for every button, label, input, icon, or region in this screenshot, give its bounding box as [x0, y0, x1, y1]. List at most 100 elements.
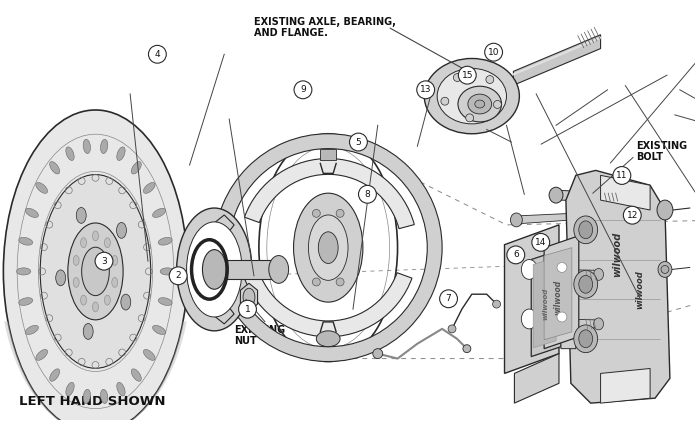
Text: 7: 7 [446, 294, 452, 303]
Circle shape [557, 312, 567, 322]
Circle shape [463, 345, 471, 353]
Text: EXISTING AXLE, BEARING,: EXISTING AXLE, BEARING, [254, 17, 396, 27]
Circle shape [239, 300, 256, 318]
Ellipse shape [293, 193, 363, 302]
Ellipse shape [424, 59, 519, 134]
Ellipse shape [40, 175, 150, 368]
Text: 6: 6 [513, 250, 519, 260]
Wedge shape [244, 159, 414, 229]
Ellipse shape [117, 382, 125, 396]
Circle shape [624, 206, 641, 224]
Polygon shape [505, 225, 559, 373]
Ellipse shape [158, 238, 172, 245]
Ellipse shape [25, 208, 38, 217]
Ellipse shape [657, 200, 673, 220]
Text: BOLT: BOLT [636, 151, 663, 162]
Circle shape [358, 185, 377, 203]
Text: 13: 13 [420, 85, 431, 94]
Polygon shape [240, 283, 258, 311]
Circle shape [312, 209, 321, 217]
Circle shape [507, 246, 525, 264]
Circle shape [466, 114, 474, 122]
Ellipse shape [594, 268, 603, 280]
Polygon shape [199, 215, 234, 245]
Circle shape [148, 45, 167, 63]
Ellipse shape [83, 139, 90, 154]
Ellipse shape [83, 390, 90, 403]
Ellipse shape [658, 262, 672, 277]
Text: wilwood: wilwood [554, 279, 563, 315]
Wedge shape [242, 267, 412, 337]
Ellipse shape [132, 162, 141, 174]
Ellipse shape [153, 208, 166, 217]
Polygon shape [561, 314, 576, 349]
Ellipse shape [74, 255, 79, 265]
Circle shape [493, 300, 500, 308]
Ellipse shape [144, 182, 155, 193]
Ellipse shape [594, 318, 603, 330]
Ellipse shape [187, 222, 242, 317]
Ellipse shape [132, 369, 141, 381]
Text: 9: 9 [300, 85, 306, 94]
Ellipse shape [50, 369, 60, 381]
Ellipse shape [74, 277, 79, 287]
Text: 1: 1 [244, 305, 251, 314]
Ellipse shape [202, 250, 226, 289]
Ellipse shape [104, 238, 111, 248]
Ellipse shape [104, 295, 111, 305]
Text: wilwood: wilwood [542, 288, 548, 320]
Circle shape [336, 209, 344, 217]
Circle shape [294, 81, 312, 99]
Circle shape [486, 76, 493, 84]
Ellipse shape [80, 238, 87, 248]
Polygon shape [531, 250, 561, 357]
Circle shape [557, 262, 567, 273]
Ellipse shape [468, 94, 491, 114]
Ellipse shape [144, 349, 155, 360]
Text: wilwood: wilwood [636, 270, 645, 308]
Circle shape [532, 233, 550, 251]
Ellipse shape [438, 68, 507, 124]
Polygon shape [561, 245, 576, 279]
Ellipse shape [92, 302, 99, 312]
Text: 14: 14 [535, 238, 547, 247]
Circle shape [373, 349, 383, 359]
Ellipse shape [19, 238, 33, 245]
Polygon shape [514, 354, 559, 403]
Polygon shape [601, 368, 650, 403]
Ellipse shape [101, 390, 108, 403]
Ellipse shape [243, 288, 255, 306]
Circle shape [484, 43, 503, 61]
Polygon shape [199, 294, 234, 324]
Circle shape [312, 278, 321, 286]
Ellipse shape [269, 256, 288, 283]
Polygon shape [513, 35, 601, 85]
Text: 5: 5 [356, 138, 361, 146]
Text: 4: 4 [155, 50, 160, 59]
Ellipse shape [76, 208, 86, 223]
Ellipse shape [574, 325, 598, 353]
Text: NUT: NUT [234, 336, 257, 346]
Polygon shape [556, 190, 620, 201]
Ellipse shape [19, 298, 33, 306]
Text: 8: 8 [365, 190, 370, 199]
Ellipse shape [522, 260, 537, 279]
Ellipse shape [4, 110, 188, 422]
Text: 10: 10 [488, 48, 499, 57]
Ellipse shape [68, 223, 123, 320]
Polygon shape [544, 236, 579, 349]
Circle shape [458, 66, 476, 84]
Ellipse shape [82, 247, 109, 296]
Ellipse shape [121, 294, 131, 310]
Ellipse shape [83, 324, 93, 339]
Ellipse shape [318, 232, 338, 263]
Ellipse shape [549, 187, 563, 203]
Ellipse shape [112, 255, 118, 265]
Polygon shape [533, 257, 556, 348]
Ellipse shape [579, 221, 593, 239]
Ellipse shape [92, 231, 99, 241]
Circle shape [661, 265, 669, 273]
Circle shape [95, 252, 113, 270]
Ellipse shape [522, 309, 537, 329]
Ellipse shape [510, 213, 522, 227]
